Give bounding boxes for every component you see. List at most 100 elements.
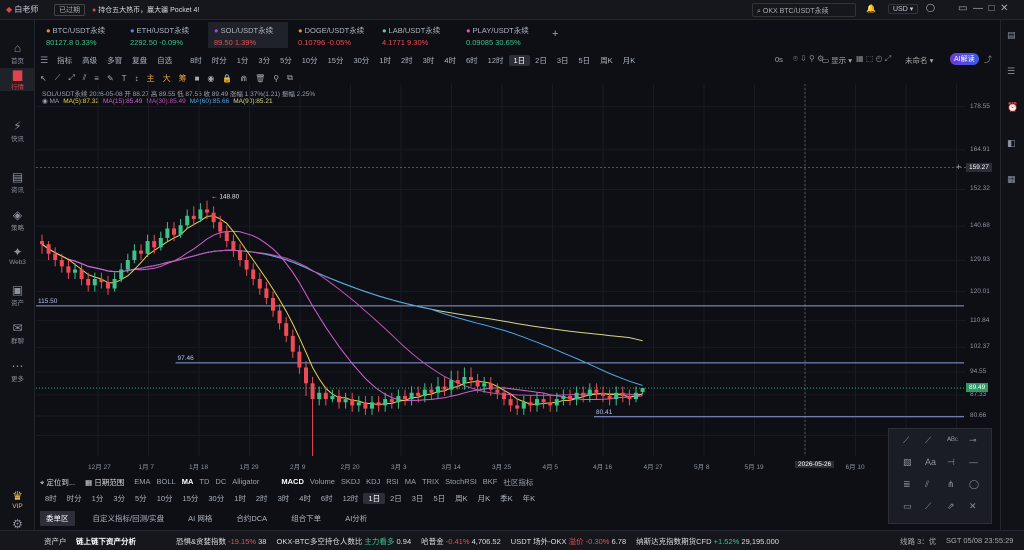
candle-body[interactable] <box>99 279 104 283</box>
candle-body[interactable] <box>165 228 170 238</box>
magnet-icon[interactable]: ⋒ <box>240 73 248 83</box>
main-chart-tool[interactable]: 主 <box>146 73 155 83</box>
candle-body[interactable] <box>112 279 117 289</box>
ticker-tab[interactable]: ● BTC/USDT永续 80127.8 0.33% <box>40 22 120 48</box>
window-controls[interactable]: ▭ — □ ✕ <box>958 3 1009 14</box>
candle-body[interactable] <box>277 310 282 324</box>
circle-tool-icon[interactable]: ◯ <box>969 479 980 489</box>
ticker-tab[interactable]: ● ETH/USDT永续 2292.50 -0.09% <box>124 22 204 48</box>
candle-body[interactable] <box>455 380 460 384</box>
timeframe-option[interactable]: 2日 <box>535 55 547 65</box>
candle-body[interactable] <box>251 269 256 279</box>
candle-body[interactable] <box>495 389 500 393</box>
candle-body[interactable] <box>594 389 599 393</box>
candle-body[interactable] <box>554 399 559 406</box>
bottom-timeframe-option[interactable]: 年K <box>522 493 536 503</box>
ray-icon[interactable]: ⤢ <box>68 73 75 82</box>
ticker-tab[interactable]: ● PLAY/USDT永续 0.09085 30.65% <box>460 22 540 48</box>
hline-tool-icon[interactable]: ⊸ <box>969 435 977 445</box>
ticker-tab[interactable]: ● SOL/USDT永续 89.50 1.39% <box>208 22 288 48</box>
candle-body[interactable] <box>416 392 421 396</box>
toolbar-replay[interactable]: 复盘 <box>132 55 148 65</box>
add-tab-button[interactable]: + <box>552 28 559 40</box>
candle-body[interactable] <box>53 253 58 261</box>
bottom-tab[interactable]: AI 网格 <box>188 513 213 523</box>
chips-tool[interactable]: 筹 <box>178 73 187 83</box>
candle-body[interactable] <box>370 402 374 409</box>
layers-icon[interactable]: ◧ <box>1007 138 1016 148</box>
candle-body[interactable] <box>601 392 605 396</box>
bottom-tab[interactable]: 组合下单 <box>291 513 322 523</box>
nav-item-market[interactable]: ▆ 行情 <box>0 68 35 91</box>
timeframe-option[interactable]: 10分 <box>301 55 318 65</box>
ma-legend-label[interactable]: ◉ MA <box>42 98 60 105</box>
camera-icon[interactable]: ⌾ ⇩ ⚲ ⚙ <box>793 54 825 63</box>
candle-body[interactable] <box>614 392 619 400</box>
candle-body[interactable] <box>46 244 51 254</box>
candle-body[interactable] <box>59 260 64 267</box>
pitchfork-tool-icon[interactable]: ⋔ <box>947 479 955 489</box>
text-tool-icon[interactable]: Aa <box>925 457 937 467</box>
connection-line[interactable]: 线路 3：优 <box>900 537 937 546</box>
candle-body[interactable] <box>231 241 236 251</box>
status-item[interactable]: 纳斯达克指数期货CFD +1.52% 29,195.000 <box>636 537 779 546</box>
candle-body[interactable] <box>79 269 84 279</box>
timeframe-option[interactable]: 15分 <box>327 55 344 65</box>
trash-icon[interactable]: 🗑 <box>255 73 266 83</box>
candle-body[interactable] <box>568 395 572 400</box>
candle-body[interactable] <box>297 351 302 368</box>
indicator-option[interactable]: SKDJ <box>340 476 361 486</box>
indicator-option[interactable]: 社区指标 <box>503 477 534 487</box>
template-select[interactable]: 未命名 ▾ <box>905 56 934 65</box>
candle-body[interactable] <box>40 241 44 245</box>
timeframe-option[interactable]: 4时 <box>444 55 456 65</box>
ray-tool-icon[interactable]: ⟋ <box>925 435 932 445</box>
candle-body[interactable] <box>508 399 513 406</box>
status-left[interactable]: 资产户 <box>44 537 67 546</box>
candle-body[interactable] <box>244 260 249 270</box>
display-button[interactable]: ▭ 显示 ▾ <box>822 56 853 65</box>
toolbar-watchlist[interactable]: 自选 <box>157 55 173 65</box>
bottom-tab[interactable]: AI分析 <box>345 513 368 523</box>
candle-body[interactable] <box>449 380 454 390</box>
currency-select[interactable]: USD ▾ <box>888 4 919 14</box>
layout-icon[interactable]: ▦ ⬚ ◴ ⤢ <box>856 54 892 63</box>
candle-body[interactable] <box>350 399 355 406</box>
indicator-option[interactable]: MA <box>404 476 416 486</box>
candle-body[interactable] <box>238 250 242 261</box>
status-item[interactable]: USDT 场外-OKX 溢价 -0.30% 6.78 <box>510 537 627 546</box>
settings-icon[interactable]: ⚙ <box>12 517 23 531</box>
bottom-timeframe-option[interactable]: 1时 <box>234 493 246 503</box>
indicator-option[interactable]: Alligator <box>232 476 260 486</box>
candle-body[interactable] <box>132 250 137 261</box>
candle-body[interactable] <box>92 279 97 286</box>
eye-icon[interactable]: ◉ <box>207 73 215 83</box>
candle-body[interactable] <box>317 392 322 400</box>
news-ticker[interactable]: ● 持仓五大热币，赢大疆 Pocket 4! <box>92 7 200 14</box>
channel-icon[interactable]: ⫽ <box>82 73 87 82</box>
indicator-option[interactable]: BKF <box>482 476 498 486</box>
avatar[interactable]: ◯ <box>926 3 935 12</box>
candle-body[interactable] <box>581 392 586 396</box>
candle-body[interactable] <box>363 402 368 409</box>
candle-body[interactable] <box>205 209 209 213</box>
candle-body[interactable] <box>488 383 493 390</box>
nav-item-flash[interactable]: ⚡ 快讯 <box>0 120 35 144</box>
big-order-tool[interactable]: 大 <box>162 73 171 83</box>
indicator-option[interactable]: TD <box>199 476 210 486</box>
candle-body[interactable] <box>198 209 203 219</box>
timeframe-option[interactable]: 1时 <box>379 55 391 65</box>
candle-body[interactable] <box>284 323 289 336</box>
list-icon[interactable]: ☰ <box>1007 66 1016 76</box>
toolbar-multiwindow[interactable]: 多窗 <box>107 55 123 65</box>
candle-body[interactable] <box>356 402 361 406</box>
indicator-option[interactable]: KDJ <box>366 476 381 486</box>
timeframe-option[interactable]: 2时 <box>400 55 413 65</box>
alert-icon[interactable]: ⏰ <box>1007 102 1019 112</box>
candle-body[interactable] <box>574 392 579 400</box>
candle-body[interactable] <box>607 395 612 400</box>
candle-body[interactable] <box>422 389 427 396</box>
timeframe-option[interactable]: 8时 <box>190 55 202 65</box>
candle-body[interactable] <box>178 225 183 235</box>
indicator-option[interactable]: BOLL <box>156 476 176 486</box>
